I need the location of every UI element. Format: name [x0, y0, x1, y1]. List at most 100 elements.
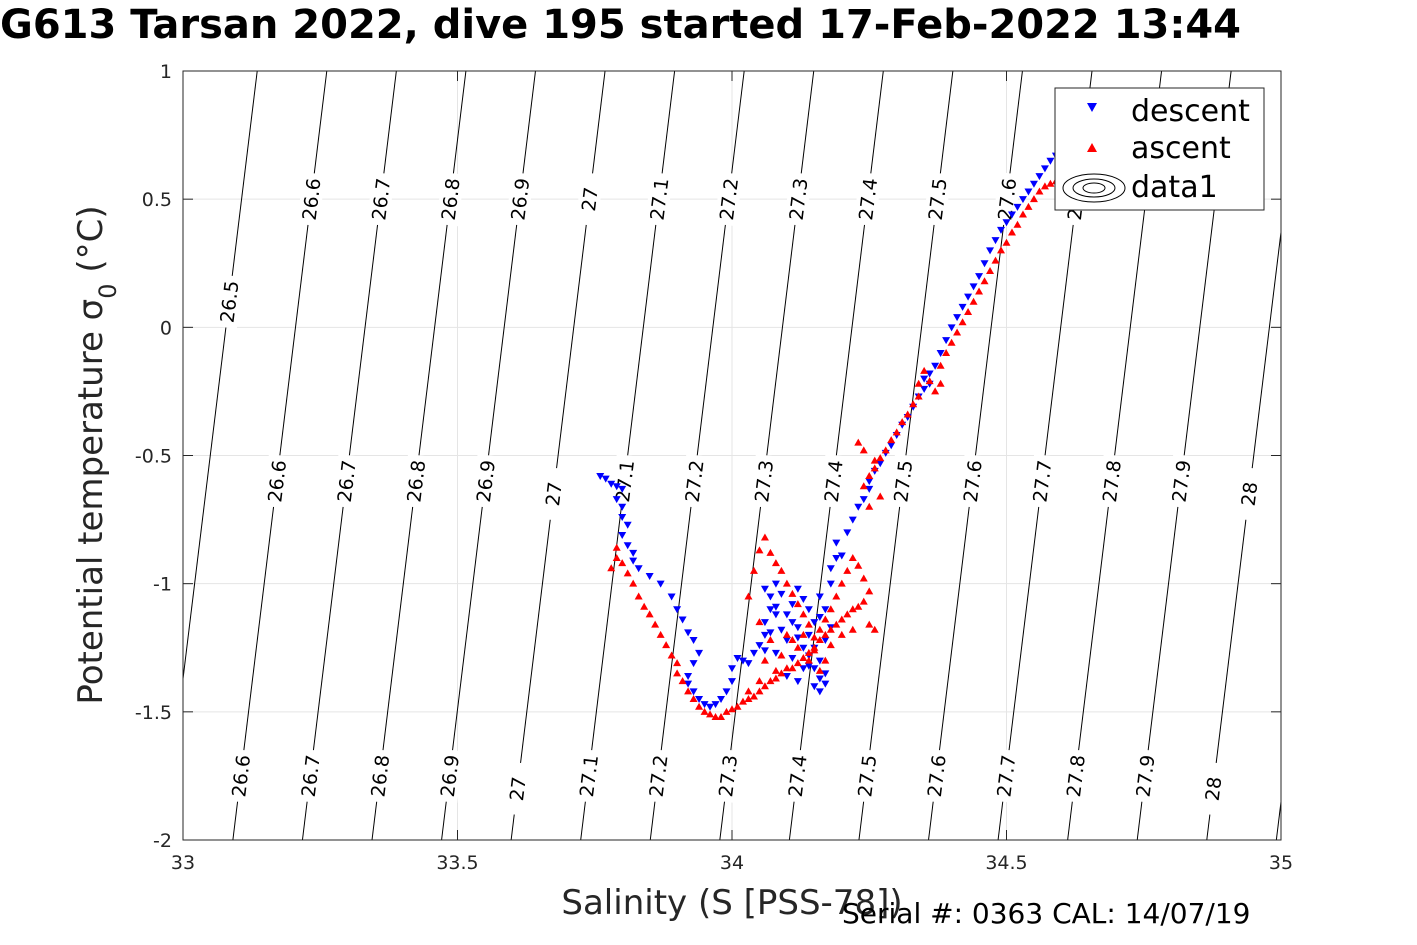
descent-point: [684, 680, 693, 688]
contour-label-text: 27.1: [646, 177, 673, 222]
contour-label-bg: [610, 453, 639, 509]
ascent-point: [909, 400, 918, 408]
ascent-point: [629, 579, 638, 587]
descent-point: [810, 665, 819, 673]
contour-label-text: 27.9: [1133, 754, 1160, 799]
ascent-point: [854, 602, 863, 610]
descent-point: [760, 619, 769, 627]
ascent-point: [1046, 179, 1055, 187]
ascent-point: [821, 615, 830, 623]
descent-point: [656, 580, 665, 588]
contour-label-bg: [1097, 453, 1126, 509]
descent-point: [804, 631, 813, 639]
ascent-point: [953, 328, 962, 336]
contour-label: 27.9: [1166, 453, 1196, 509]
descent-point: [815, 688, 824, 696]
descent-point: [832, 555, 841, 563]
descent-point: [771, 611, 780, 619]
contour-label-text: 26.9: [473, 459, 500, 504]
descent-point: [766, 606, 775, 614]
ascent-point: [859, 574, 868, 582]
ascent-point: [755, 618, 764, 626]
ascent-point: [837, 579, 846, 587]
ascent-point: [854, 561, 863, 569]
contour-label-text: 27.3: [786, 177, 813, 222]
legend-descent-label: descent: [1131, 94, 1250, 129]
descent-point: [865, 485, 874, 493]
ascent-point: [914, 379, 923, 387]
ascent-point: [848, 554, 857, 562]
descent-point: [832, 539, 841, 547]
ascent-point: [760, 656, 769, 664]
ascent-point: [717, 712, 726, 720]
descent-point: [931, 362, 940, 370]
descent-point: [1024, 188, 1033, 196]
ascent-point: [1029, 195, 1038, 203]
contour-label: 27.3: [749, 453, 778, 509]
ascent-point: [925, 377, 934, 385]
ascent-point: [848, 605, 857, 613]
ascent-point: [1013, 220, 1022, 228]
contour-label-text: 27.8: [1063, 754, 1090, 799]
contour-label-bg: [226, 748, 255, 804]
x-tick-label: 33.5: [436, 852, 478, 874]
ascent-point: [744, 687, 753, 695]
descent-point: [788, 601, 797, 609]
contour-label-text: 27.2: [646, 754, 673, 799]
ascent-point: [771, 674, 780, 682]
descent-point: [991, 237, 1000, 245]
ascent-point: [986, 266, 995, 274]
ascent-point: [843, 610, 852, 618]
ascent-point: [788, 664, 797, 672]
contour-label-text: 27.7: [1029, 459, 1056, 504]
contour-label-text: 26.6: [264, 459, 291, 504]
descent-point: [1002, 219, 1011, 227]
ascent-point: [859, 446, 868, 454]
ascent-point: [859, 482, 868, 490]
ascent-point: [640, 602, 649, 610]
descent-point: [689, 660, 698, 668]
contour-label-bg: [1198, 761, 1228, 816]
contour-label: 27: [575, 172, 604, 227]
ascent-point: [832, 620, 841, 628]
legend[interactable]: descent ascent data1: [1054, 87, 1265, 211]
contour-label: 27.6: [958, 453, 987, 509]
ascent-point: [804, 620, 813, 628]
legend-ascent-marker: [1087, 143, 1097, 152]
descent-point: [717, 696, 726, 704]
descent-point: [810, 683, 819, 691]
ascent-point: [673, 669, 682, 677]
ascent-point: [914, 392, 923, 400]
descent-point: [629, 549, 638, 557]
chart-title: G613 Tarsan 2022, dive 195 started 17-Fe…: [0, 2, 1242, 48]
ascent-point: [766, 548, 775, 556]
ascent-point: [837, 630, 846, 638]
ascent-point: [969, 297, 978, 305]
descent-point: [942, 337, 951, 345]
ascent-point: [931, 387, 940, 395]
contour-label-bg: [539, 466, 568, 522]
contour-label-bg: [262, 453, 291, 509]
contour-label: 27.1: [644, 172, 673, 227]
contour-label: 28: [1234, 466, 1264, 522]
contour-label-text: 27.4: [785, 754, 812, 799]
contour-label: 27.6: [922, 748, 951, 804]
ascent-point: [793, 659, 802, 667]
descent-point: [826, 580, 835, 588]
contour-labels: 26.5 26.6 26.7 26.8 26.9 27 27.1 27.2 27.3 27.4 27…: [214, 172, 1264, 816]
descent-point: [821, 637, 830, 645]
ascent-point: [865, 502, 874, 510]
descent-point: [788, 655, 797, 663]
contour-label: 27.8: [1097, 453, 1126, 509]
contour-label-text: 26.9: [507, 177, 534, 222]
descent-point: [678, 616, 687, 624]
descent-point: [601, 475, 610, 483]
descent-point: [706, 703, 715, 711]
descent-point: [695, 696, 704, 704]
ascent-point: [870, 464, 879, 472]
ascent-point: [799, 630, 808, 638]
ascent-point: [810, 633, 819, 641]
ascent-point: [755, 677, 764, 685]
descent-point: [799, 644, 808, 652]
